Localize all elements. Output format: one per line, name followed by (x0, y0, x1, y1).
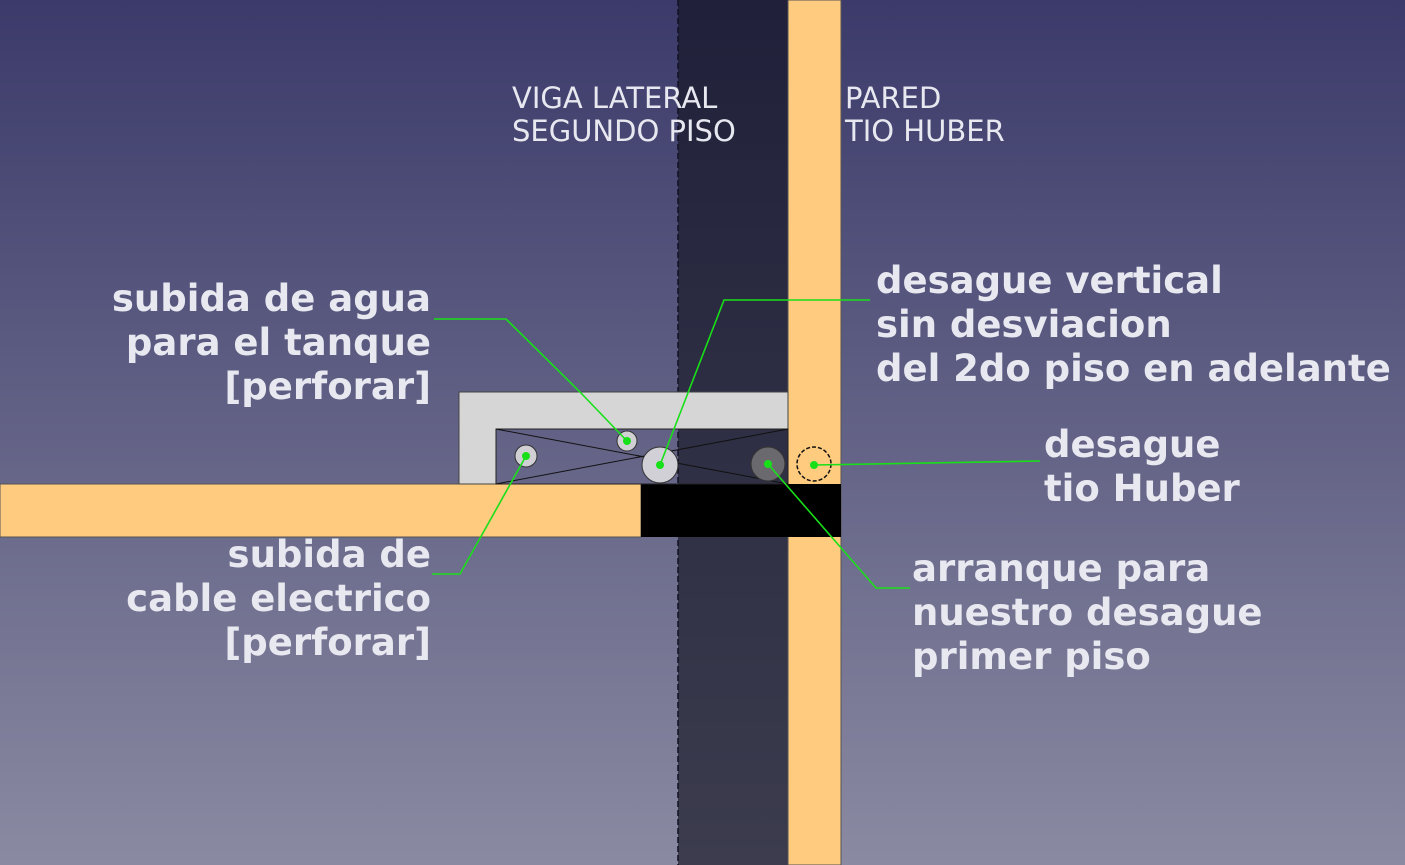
water-label-2: para el tanque (126, 321, 431, 364)
leader-first-floor-drain (767, 463, 910, 589)
dot-vertical-drain (656, 461, 664, 469)
dot-huber-drain (810, 461, 818, 469)
wall-label-2: TIO HUBER (844, 114, 1005, 148)
beam-label-2: SEGUNDO PISO (512, 114, 736, 148)
vertical-drain-label-3: del 2do piso en adelante (876, 347, 1391, 390)
vertical-drain-label-1: desague vertical (876, 259, 1223, 302)
electric-label-3: [perforar] (224, 621, 431, 664)
wall-horizontal (0, 483, 642, 538)
wall-label-1: PARED (845, 81, 941, 115)
dot-first-floor-drain (764, 460, 772, 468)
leader-water (434, 318, 628, 442)
beam-label-1: VIGA LATERAL (512, 81, 717, 115)
huber-drain-label-1: desague (1044, 423, 1221, 466)
water-label-3: [perforar] (224, 365, 431, 408)
electric-label-2: cable electrico (126, 577, 431, 620)
first-floor-drain-label-3: primer piso (912, 635, 1151, 678)
shaft-box (495, 428, 789, 485)
leader-huber-drain (813, 460, 1041, 466)
vertical-drain-label-2: sin desviacion (876, 303, 1172, 346)
first-floor-drain-label-2: nuestro desague (912, 591, 1263, 634)
huber-drain-label-2: tio Huber (1044, 467, 1241, 510)
electric-label-1: subida de (228, 533, 431, 576)
slab-black (641, 484, 841, 537)
dot-water (623, 437, 631, 445)
shaft-cross-b (495, 428, 789, 485)
leader-electric (432, 455, 527, 575)
leader-vertical-drain (659, 299, 870, 466)
first-floor-drain-label-1: arranque para (912, 547, 1210, 590)
dot-electric (522, 452, 530, 460)
wall-vertical (787, 0, 842, 865)
water-label-1: subida de agua (112, 277, 431, 320)
